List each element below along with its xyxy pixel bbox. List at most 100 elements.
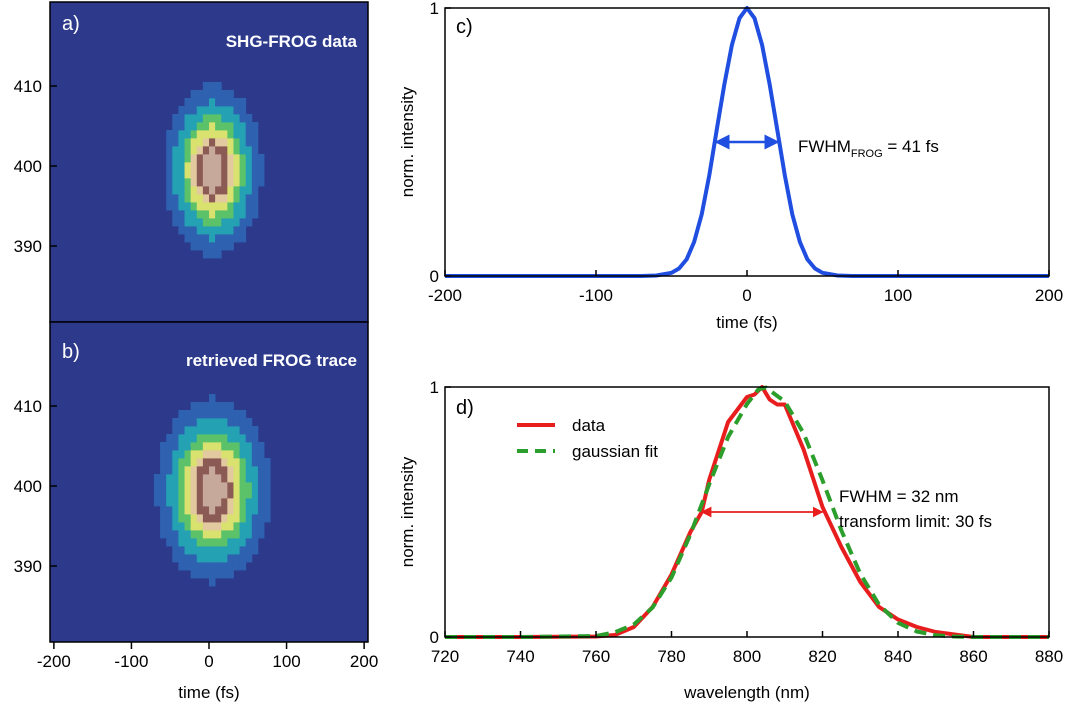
heatmap-cell (239, 490, 247, 499)
heatmap-cell (233, 466, 240, 475)
heatmap-cell (196, 410, 204, 419)
heatmap-cell (202, 130, 210, 139)
heatmap-cell (184, 114, 192, 123)
heatmap-cell (196, 242, 204, 251)
heatmap-cell (215, 506, 222, 515)
heatmap-cell (221, 402, 228, 411)
panel-b-axes: 390 400 410 -200 -100 0 100 200 (14, 397, 379, 671)
heatmap-cell (202, 90, 210, 99)
heatmap-cell (257, 490, 265, 499)
heatmap-cell (215, 538, 222, 547)
heatmap-cell (215, 250, 222, 259)
heatmap-cell (251, 514, 259, 523)
heatmap-cell (209, 82, 216, 91)
heatmap-cell (196, 186, 204, 195)
heatmap-cell (196, 218, 204, 227)
panel-d-y-label: norm. intensity (398, 456, 417, 567)
heatmap-cell (178, 202, 185, 211)
heatmap-cell (233, 530, 240, 539)
heatmap-cell (209, 458, 216, 467)
heatmap-cell (215, 554, 222, 563)
heatmap-cell (227, 538, 234, 547)
heatmap-cell (178, 458, 185, 467)
heatmap-cell (209, 482, 216, 491)
heatmap-cell (172, 498, 179, 507)
heatmap-cell (233, 554, 240, 563)
heatmap-cell (202, 506, 210, 515)
x-tick-label: 780 (657, 647, 685, 666)
heatmap-cell (221, 490, 228, 499)
heatmap-cell (227, 146, 234, 155)
heatmap-cell (196, 98, 204, 107)
heatmap-cell (196, 562, 204, 571)
heatmap-cell (190, 530, 198, 539)
heatmap-cell (221, 498, 228, 507)
heatmap-cell (160, 442, 167, 451)
y-tick-label: 390 (14, 237, 42, 256)
heatmap-cell (202, 226, 210, 235)
heatmap-cell (196, 202, 204, 211)
heatmap-cell (172, 194, 179, 203)
heatmap-cell (215, 498, 222, 507)
heatmap-cell (221, 154, 228, 163)
heatmap-cell (184, 202, 192, 211)
heatmap-cell (215, 458, 222, 467)
heatmap-cell (184, 442, 192, 451)
y-tick-label: 390 (14, 557, 42, 576)
heatmap-cell (221, 426, 228, 435)
heatmap-cell (209, 418, 216, 427)
heatmap-cell (202, 466, 210, 475)
heatmap-cell (190, 234, 198, 243)
heatmap-cell (202, 434, 210, 443)
heatmap-cell (190, 570, 198, 579)
heatmap-cell (239, 162, 247, 171)
heatmap-cell (184, 186, 192, 195)
heatmap-cell (221, 210, 228, 219)
heatmap-cell (196, 466, 204, 475)
heatmap-cell (209, 90, 216, 99)
heatmap-cell (202, 98, 210, 107)
heatmap-cell (215, 242, 222, 251)
heatmap-cell (209, 546, 216, 555)
heatmap-cell (227, 410, 234, 419)
heatmap-cell (166, 506, 173, 515)
heatmap-cell (166, 178, 173, 187)
heatmap-cell (172, 114, 179, 123)
heatmap-cell (190, 450, 198, 459)
heatmap-cell (209, 202, 216, 211)
heatmap-cell (239, 482, 247, 491)
heatmap-cell (227, 178, 234, 187)
heatmap-cell (239, 546, 247, 555)
heatmap-cell (178, 146, 185, 155)
heatmap-cell (160, 490, 167, 499)
heatmap-cell (264, 514, 271, 523)
heatmap-cell (245, 218, 253, 227)
panel-c-plot: -200 -100 0 100 200 0 1 (428, 0, 1063, 305)
heatmap-cell (245, 546, 253, 555)
heatmap-cell (215, 130, 222, 139)
heatmap-cell (215, 90, 222, 99)
heatmap-cell (209, 466, 216, 475)
heatmap-cell (215, 170, 222, 179)
heatmap-cell (178, 538, 185, 547)
heatmap-cell (215, 410, 222, 419)
heatmap-cell (221, 170, 228, 179)
heatmap-cell (209, 98, 216, 107)
heatmap-cell (190, 466, 198, 475)
heatmap-cell (190, 90, 198, 99)
heatmap-cell (215, 186, 222, 195)
heatmap-cell (227, 98, 234, 107)
heatmap-cell (245, 538, 253, 547)
heatmap-cell (202, 82, 210, 91)
heatmap-cell (245, 418, 253, 427)
heatmap-cell (166, 138, 173, 147)
heatmap-cell (209, 426, 216, 435)
heatmap-cell (221, 106, 228, 115)
heatmap-cell (233, 474, 240, 483)
heatmap-cell (245, 482, 253, 491)
heatmap-cell (178, 426, 185, 435)
y-tick-label: 400 (14, 477, 42, 496)
heatmap-cell (166, 186, 173, 195)
heatmap-cell (202, 218, 210, 227)
heatmap-cell (184, 522, 192, 531)
